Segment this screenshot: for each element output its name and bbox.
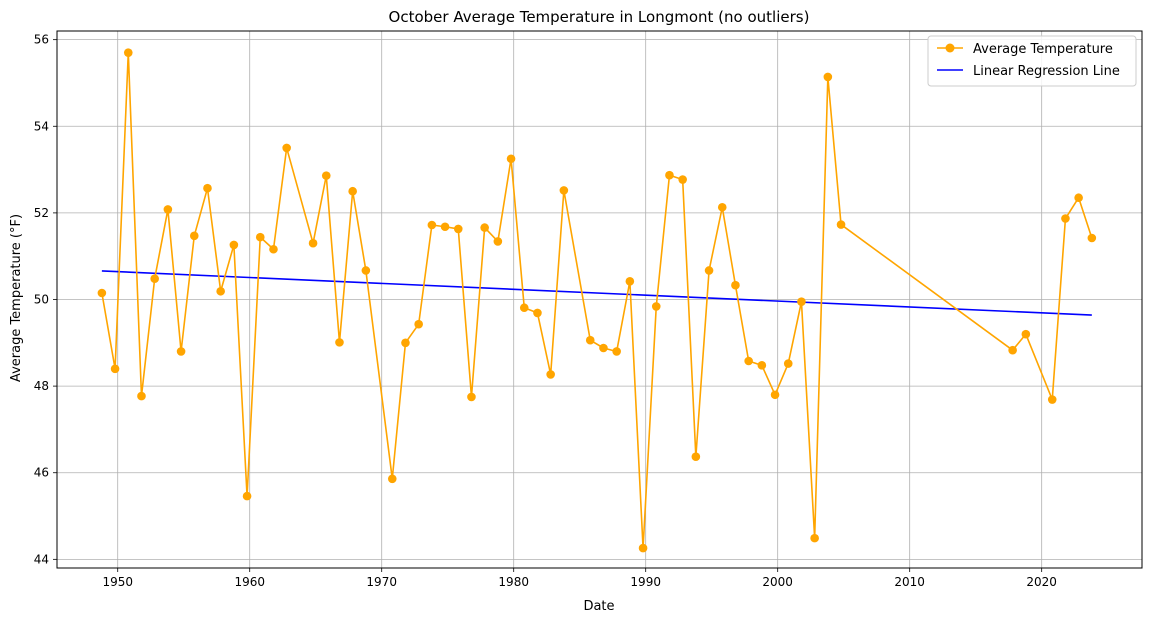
data-point xyxy=(348,186,357,196)
data-point xyxy=(308,238,318,248)
data-point xyxy=(229,240,239,250)
data-point xyxy=(823,72,833,82)
data-point xyxy=(1061,214,1070,223)
data-point xyxy=(97,288,107,298)
data-point xyxy=(559,186,569,195)
data-point xyxy=(1074,193,1083,203)
data-point xyxy=(1021,329,1031,339)
data-point xyxy=(467,392,476,402)
data-point xyxy=(453,224,463,234)
data-point xyxy=(1087,233,1097,243)
legend-marker-average-temperature xyxy=(945,43,955,53)
data-point xyxy=(625,277,635,286)
data-point xyxy=(665,170,674,180)
data-point xyxy=(282,143,291,153)
x-tick-label: 2020 xyxy=(1026,575,1057,589)
data-point xyxy=(255,232,265,242)
series-line-average-temperature xyxy=(101,51,1093,549)
data-point xyxy=(414,319,423,329)
data-point xyxy=(519,303,529,313)
data-point xyxy=(335,338,344,347)
x-tick-label: 2010 xyxy=(894,575,925,589)
data-point xyxy=(176,347,186,356)
data-point xyxy=(203,183,212,193)
data-point xyxy=(612,347,621,356)
data-point xyxy=(440,222,450,232)
data-point xyxy=(1047,395,1057,404)
data-point xyxy=(493,237,503,246)
data-point xyxy=(744,356,753,366)
x-axis-title: Date xyxy=(583,599,614,614)
y-tick-label: 46 xyxy=(34,466,49,480)
data-point xyxy=(506,154,516,164)
y-tick-label: 56 xyxy=(34,33,49,47)
legend-box xyxy=(927,35,1137,87)
data-point xyxy=(810,533,819,543)
x-tick-label: 1980 xyxy=(498,575,529,589)
chart-title: October Average Temperature in Longmont … xyxy=(389,8,810,26)
y-tick-label: 52 xyxy=(34,206,49,220)
y-tick-label: 48 xyxy=(34,379,49,393)
data-point xyxy=(783,359,793,368)
data-point xyxy=(361,266,371,275)
data-point xyxy=(731,280,740,290)
x-tick-label: 1950 xyxy=(102,575,133,589)
data-point xyxy=(110,364,120,374)
data-point xyxy=(533,308,542,318)
x-tick-label: 1960 xyxy=(234,575,265,589)
data-point xyxy=(717,202,727,212)
data-point xyxy=(150,274,159,284)
data-point xyxy=(546,370,555,379)
data-point xyxy=(480,223,489,232)
data-point xyxy=(638,543,648,553)
data-point xyxy=(585,335,595,345)
grid xyxy=(57,31,1142,568)
y-tick-label: 44 xyxy=(34,552,49,566)
data-point xyxy=(1008,345,1017,355)
y-tick-label: 50 xyxy=(34,293,49,307)
data-point xyxy=(321,171,331,180)
data-point xyxy=(137,391,146,401)
legend-label-linear-regression-line: Linear Regression Line xyxy=(973,64,1120,79)
data-point xyxy=(836,220,846,229)
data-point xyxy=(757,361,767,370)
data-point xyxy=(797,297,806,306)
y-tick-label: 54 xyxy=(34,119,49,133)
legend-label-average-temperature: Average Temperature xyxy=(973,42,1113,57)
data-point xyxy=(242,491,252,501)
data-point xyxy=(123,48,133,57)
data-point xyxy=(651,302,661,311)
data-point xyxy=(387,474,397,484)
axis-ticks: 1950 1960 1970 1980 1990 2000 2010 2020 44 46 48 50… xyxy=(34,33,1057,589)
data-point xyxy=(704,266,714,275)
series-line-linear-regression-line xyxy=(101,270,1092,316)
x-tick-label: 1990 xyxy=(630,575,661,589)
x-tick-label: 1970 xyxy=(366,575,397,589)
y-axis-title: Average Temperature (°F) xyxy=(9,214,24,382)
data-point xyxy=(770,390,780,400)
data-point xyxy=(163,205,173,214)
data-point xyxy=(189,231,199,241)
data-point xyxy=(691,452,701,462)
data-point xyxy=(678,175,687,184)
data-point xyxy=(401,338,410,348)
data-point xyxy=(599,343,608,353)
data-point xyxy=(269,244,278,254)
plot-data xyxy=(97,48,1097,553)
legend: Average Temperature Linear Regression Li… xyxy=(927,35,1137,87)
data-point xyxy=(216,286,225,296)
x-tick-label: 2000 xyxy=(762,575,793,589)
data-point xyxy=(427,220,437,230)
